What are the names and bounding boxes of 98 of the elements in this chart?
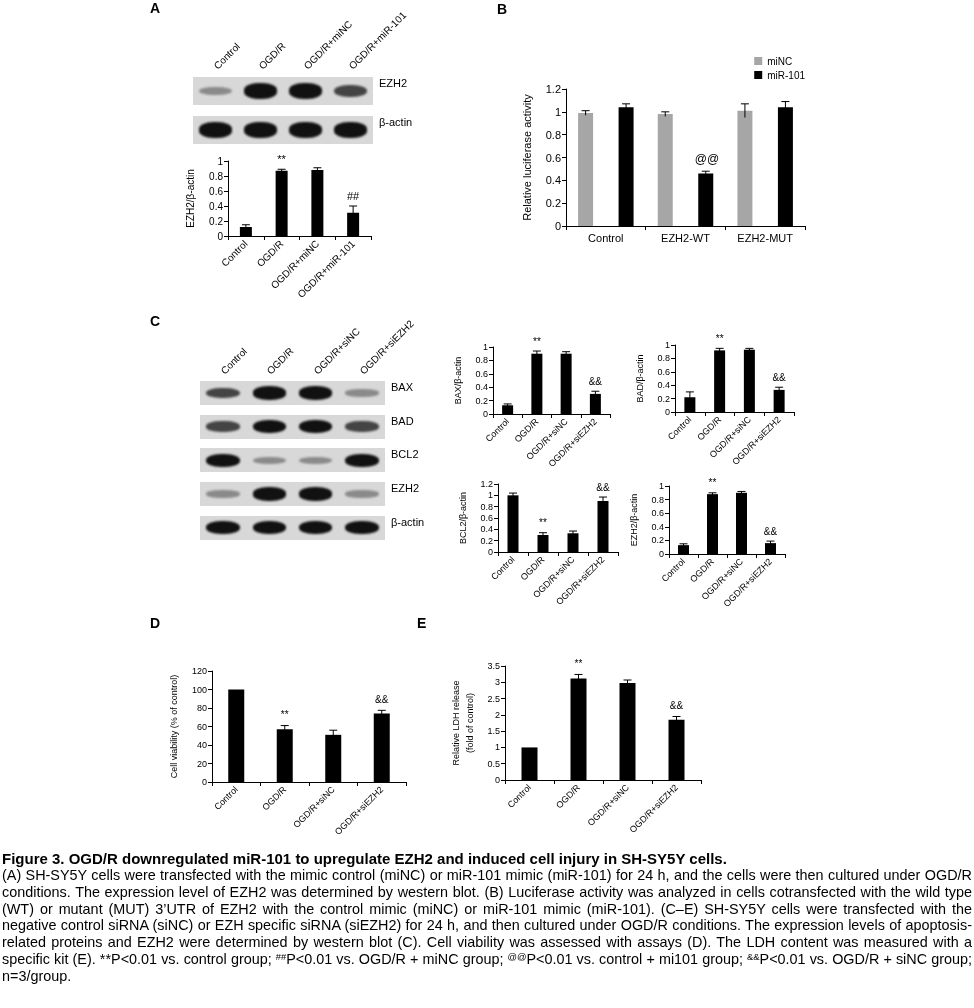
annotation: ** xyxy=(532,335,541,347)
y-tick-label: 0 xyxy=(201,777,207,787)
annotation: ** xyxy=(539,517,547,529)
chart-title: D xyxy=(150,615,161,631)
y-axis-title: EZH2/β-actin xyxy=(628,493,639,547)
y-tick-label: 0.2 xyxy=(480,535,493,546)
y-tick-label: 0.6 xyxy=(209,185,224,197)
annotation: ## xyxy=(347,189,361,202)
text: A xyxy=(150,0,161,16)
y-tick-label: 0.2 xyxy=(545,197,561,210)
text: BCL2 xyxy=(391,448,419,463)
y-axis-title: Relative LDH release (fold of control) xyxy=(450,680,475,766)
y-tick-label: 2.5 xyxy=(487,693,500,704)
y-tick-label: 0.8 xyxy=(475,355,488,366)
y-tick-label: 1 xyxy=(494,742,500,753)
bar xyxy=(657,114,673,226)
y-tick-label: 0 xyxy=(217,230,224,242)
y-tick-label: 0.6 xyxy=(657,366,670,377)
y-axis-title: Cell viability (% of control) xyxy=(169,674,180,779)
chart-title: E xyxy=(417,615,427,631)
y-tick-label: 0.2 xyxy=(651,535,664,546)
text: β-actin xyxy=(379,116,413,130)
y-tick-label: 120 xyxy=(191,666,207,676)
y-tick-label: 1 xyxy=(482,342,488,352)
y-tick-label: 60 xyxy=(196,721,207,732)
y-tick-label: 0.8 xyxy=(657,353,670,364)
y-tick-label: 2 xyxy=(494,709,500,720)
y-tick-label: 0 xyxy=(554,220,561,232)
y-tick-label: 0.6 xyxy=(651,508,664,519)
y-tick-label: 1.5 xyxy=(487,726,500,737)
y-tick-label: 0.8 xyxy=(480,501,493,512)
y-tick-label: 1 xyxy=(664,340,670,350)
y-tick-label: 0.6 xyxy=(545,151,561,164)
text: BAX xyxy=(391,381,414,395)
annotation: ** xyxy=(277,152,287,165)
x-tick-label: EZH2-WT xyxy=(661,231,711,244)
text: C xyxy=(150,313,161,329)
y-tick-label: 1 xyxy=(554,105,561,118)
y-axis-title: EZH2/β-actin xyxy=(185,169,197,228)
y-tick-label: 0.4 xyxy=(480,524,493,535)
annotation: && xyxy=(763,525,778,537)
y-tick-label: 0 xyxy=(494,775,500,785)
y-tick-label: 0.4 xyxy=(475,382,488,393)
y-tick-label: 0.8 xyxy=(209,170,224,182)
annotation: && xyxy=(375,693,389,705)
y-tick-label: 0.2 xyxy=(475,395,488,406)
annotation: && xyxy=(772,371,787,383)
chart-title: B xyxy=(497,1,508,17)
y-axis-title: BAD/β-actin xyxy=(634,354,645,403)
x-tick-label: EZH2-MUT xyxy=(737,231,794,244)
y-tick-label: 0 xyxy=(664,407,670,417)
y-tick-label: 0.4 xyxy=(651,521,664,532)
y-axis-title: BAX/β-actin xyxy=(452,356,463,405)
y-tick-label: 0.5 xyxy=(487,758,500,769)
bar xyxy=(578,112,594,226)
text: (A) SH-SY5Y cells were transfected with the mimic control (miNC) or miR-101 mimic (miR-101) for 24 h, and the cells were then cultured under OGD/R conditions. The expression level of EZH2 was determined by western blot. (B) Luciferase activity was analyzed in cells cotransfected with the wild type (WT) or mutant (MUT) 3’UTR of EZH2 with the control mimic (miNC) or miR-101 mimic (miR-101). (C–E) SH-SY5Y cells were transfected with the negative control siRNA (siNC) or EZH specific siRNA (siEZH2) for 24 h, and then cultured under OGD/R conditions. The expression levels of apoptosis-related proteins and EZH2 were determined by western blot (C). Cell viability was assessed with assays (D). The LDH content was measured with a specific kit (E). **P<0.01 vs. control group; $^{##}$P<0.01 vs. OGD/R + miNC group; $^{@@}$P<0.01 vs. control + mi101 group; $^{&&}$P<0.01 vs. OGD/R + siNC group; n=3/group. xyxy=(2,867,972,984)
y-tick-label: 1.2 xyxy=(545,83,561,95)
annotation: ** xyxy=(715,332,724,344)
bar xyxy=(737,110,753,226)
y-tick-label: 1 xyxy=(487,490,493,501)
y-tick-label: 1 xyxy=(217,155,224,167)
legend-label: miNC xyxy=(767,55,793,67)
annotation: ** xyxy=(708,477,717,489)
text: β-actin xyxy=(391,515,425,530)
y-tick-label: 0 xyxy=(482,409,488,419)
y-tick-label: 0.6 xyxy=(475,368,488,379)
y-tick-label: 0.4 xyxy=(545,174,561,187)
y-axis-title: Relative luciferase activity xyxy=(520,93,533,221)
x-tick-label: Control xyxy=(588,231,624,244)
legend-label: miR-101 xyxy=(767,69,806,81)
y-tick-label: 0 xyxy=(658,549,664,559)
y-tick-label: 3.5 xyxy=(487,661,500,671)
annotation: @@ xyxy=(694,152,720,166)
y-tick-label: 0.6 xyxy=(480,513,493,523)
text: EZH2 xyxy=(391,482,420,497)
y-tick-label: 0.4 xyxy=(657,380,670,391)
y-tick-label: 0.2 xyxy=(657,393,670,404)
text: EZH2 xyxy=(379,77,408,91)
y-tick-label: 0.8 xyxy=(545,128,561,141)
y-tick-label: 0.4 xyxy=(209,200,224,212)
annotation: && xyxy=(588,375,603,387)
y-tick-label: 40 xyxy=(196,740,207,750)
y-tick-label: 0.2 xyxy=(209,215,224,227)
y-axis-title: BCL2/β-actin xyxy=(457,491,468,545)
text: Figure 3. OGD/R downregulated miR-101 to upregulate EZH2 and induced cell injury in SH-SY5Y cells. xyxy=(1,850,728,867)
annotation: ** xyxy=(574,657,583,669)
y-tick-label: 3 xyxy=(494,677,500,688)
annotation: && xyxy=(669,699,684,711)
y-tick-label: 1 xyxy=(658,481,664,491)
y-tick-label: 80 xyxy=(196,703,207,713)
annotation: ** xyxy=(280,709,289,721)
y-tick-label: 0.8 xyxy=(651,494,664,505)
y-tick-label: 0 xyxy=(487,547,493,557)
annotation: && xyxy=(596,481,610,493)
text: BAD xyxy=(391,414,414,429)
y-tick-label: 1.2 xyxy=(480,479,493,489)
y-tick-label: 20 xyxy=(196,758,207,769)
y-tick-label: 100 xyxy=(191,684,207,695)
